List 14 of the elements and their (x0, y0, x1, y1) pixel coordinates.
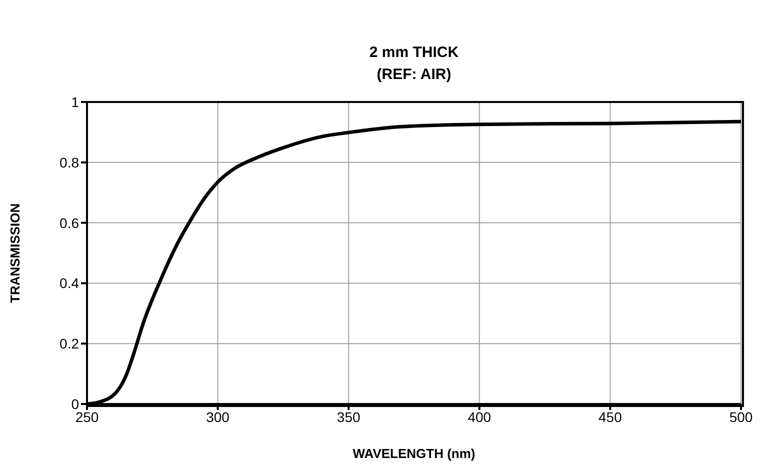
x-tick-label: 450 (598, 408, 622, 425)
y-tick-label: 0.6 (60, 214, 80, 231)
x-tick-label: 300 (206, 408, 230, 425)
x-tick-label: 500 (729, 408, 753, 425)
chart-title: 2 mm THICK (368, 44, 460, 61)
y-tick-label: 0.2 (60, 336, 80, 352)
x-tick-label: 350 (336, 408, 360, 425)
y-tick-label: 0.4 (60, 275, 80, 292)
chart-subtitle: (REF: AIR) (376, 66, 452, 83)
y-tick-label: 1 (71, 94, 80, 110)
x-tick-label: 400 (468, 408, 492, 425)
y-axis-title: TRANSMISSION (8, 203, 23, 303)
x-axis-title: WAVELENGTH (nm) (352, 446, 476, 461)
y-tick-label: 0.8 (60, 154, 80, 170)
